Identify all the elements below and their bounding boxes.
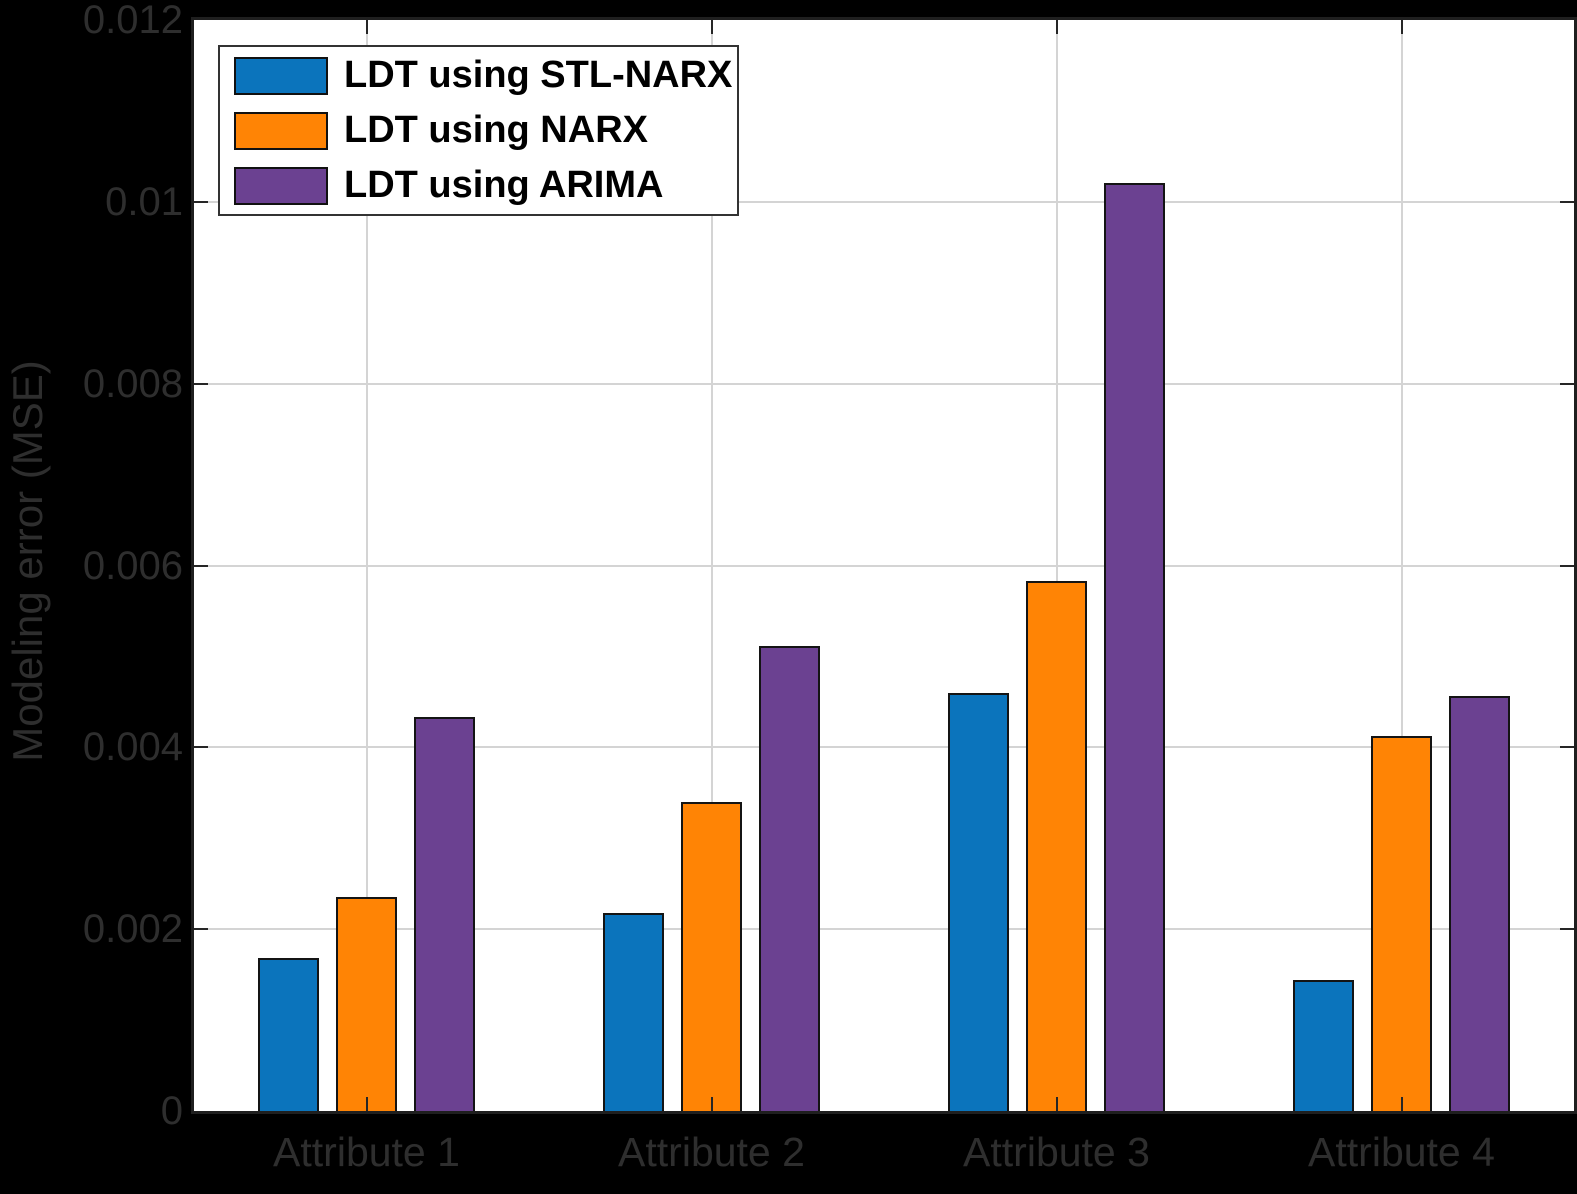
y-tick-label: 0.006 xyxy=(82,543,183,588)
y-tick-mark xyxy=(194,928,208,931)
x-tick-mark xyxy=(1055,20,1058,34)
x-tick-label: Attribute 2 xyxy=(618,1129,805,1175)
bar xyxy=(1103,182,1165,1111)
y-tick-mark xyxy=(1560,564,1574,567)
legend-label: LDT using STL-NARX xyxy=(344,54,733,96)
y-tick-mark xyxy=(194,200,208,203)
legend-label: LDT using NARX xyxy=(344,109,648,151)
bar xyxy=(948,692,1010,1111)
bar xyxy=(1448,695,1510,1111)
x-tick-mark xyxy=(365,20,368,34)
bar xyxy=(336,897,397,1111)
bar xyxy=(258,958,320,1111)
gridline-y xyxy=(194,928,1574,931)
y-tick-mark xyxy=(194,382,208,385)
y-tick-mark xyxy=(1560,200,1574,203)
x-tick-label: Attribute 1 xyxy=(273,1129,460,1175)
y-tick-label: 0.012 xyxy=(82,0,183,42)
legend-swatch xyxy=(234,111,328,150)
x-tick-mark xyxy=(1055,1097,1058,1111)
gridline-x xyxy=(1400,20,1403,1111)
gridline-x xyxy=(710,20,713,1111)
x-tick-mark xyxy=(710,20,713,34)
y-tick-label: 0.01 xyxy=(105,179,183,224)
legend-item: LDT using STL-NARX xyxy=(220,49,737,102)
bar xyxy=(1371,736,1432,1111)
x-tick-label: Attribute 4 xyxy=(1308,1129,1495,1175)
bar xyxy=(603,912,665,1111)
x-tick-mark xyxy=(1400,1097,1403,1111)
legend-item: LDT using NARX xyxy=(220,104,737,157)
y-tick-label: 0.008 xyxy=(82,361,183,406)
y-tick-label: 0.004 xyxy=(82,725,183,770)
y-tick-mark xyxy=(194,746,208,749)
gridline-x xyxy=(365,20,368,1111)
x-tick-mark xyxy=(1400,20,1403,34)
legend-item: LDT using ARIMA xyxy=(220,159,737,212)
bar xyxy=(758,645,820,1111)
legend-swatch xyxy=(234,166,328,205)
x-tick-label: Attribute 3 xyxy=(963,1129,1150,1175)
y-tick-label: 0.002 xyxy=(82,907,183,952)
bar xyxy=(681,801,742,1111)
plot-area: LDT using STL-NARX LDT using NARX LDT usin… xyxy=(191,17,1577,1114)
y-tick-mark xyxy=(1560,746,1574,749)
y-tick-mark xyxy=(1560,928,1574,931)
y-tick-mark xyxy=(1560,382,1574,385)
bar xyxy=(413,717,475,1111)
gridline-y xyxy=(194,200,1574,203)
gridline-y xyxy=(194,564,1574,567)
bar xyxy=(1293,980,1355,1111)
legend: LDT using STL-NARX LDT using NARX LDT usin… xyxy=(218,45,739,216)
gridline-y xyxy=(194,382,1574,385)
x-tick-mark xyxy=(710,1097,713,1111)
x-tick-mark xyxy=(365,1097,368,1111)
bar xyxy=(1026,580,1087,1111)
y-tick-mark xyxy=(194,564,208,567)
gridline-y xyxy=(194,746,1574,749)
legend-label: LDT using ARIMA xyxy=(344,164,664,206)
y-tick-label: 0 xyxy=(160,1089,183,1133)
legend-swatch xyxy=(234,56,328,95)
gridline-x xyxy=(1055,20,1058,1111)
